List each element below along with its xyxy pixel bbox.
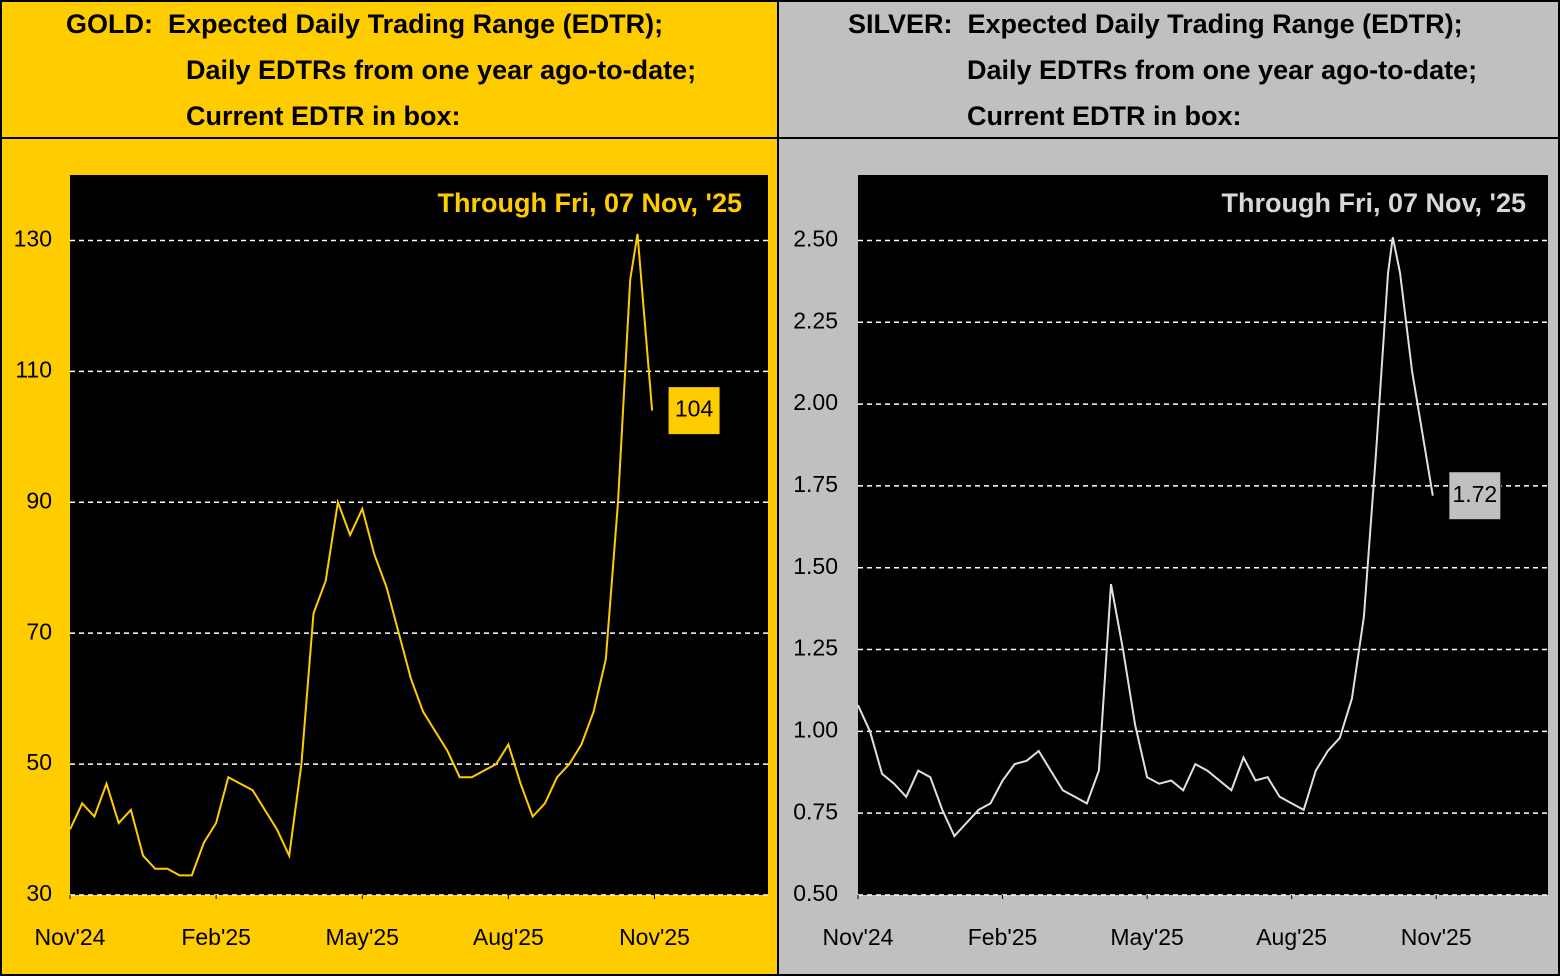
value-label: 104	[675, 396, 714, 422]
y-tick-label: 1.25	[793, 635, 838, 661]
y-tick-label: 110	[15, 356, 52, 382]
x-tick-label: Feb'25	[968, 924, 1038, 950]
series-line	[857, 237, 1434, 838]
x-tick-label: Aug'25	[1256, 924, 1327, 950]
x-tick-label: Aug'25	[473, 924, 544, 950]
plot-area	[858, 175, 1548, 895]
y-tick-label: 1.00	[793, 716, 838, 742]
x-tick-label: Feb'25	[181, 924, 251, 950]
y-tick-label: 2.00	[793, 389, 838, 415]
y-tick-label: 0.50	[793, 880, 838, 906]
chart-title: SILVER: Expected Daily Trading Range (ED…	[848, 9, 1463, 39]
value-box	[667, 386, 721, 436]
y-tick-label: 30	[26, 880, 52, 906]
chart-title: GOLD: Expected Daily Trading Range (EDTR…	[66, 9, 663, 39]
y-tick-label: 1.75	[793, 471, 838, 497]
x-tick-label: Nov'25	[619, 924, 690, 950]
y-tick-label: 0.75	[793, 798, 838, 824]
y-tick-label: 130	[14, 226, 52, 252]
series-line	[69, 233, 654, 877]
x-tick-label: Nov'24	[823, 924, 894, 950]
value-box	[1448, 471, 1502, 521]
x-tick-label: Nov'25	[1401, 924, 1472, 950]
y-tick-label: 90	[26, 487, 52, 513]
x-tick-label: May'25	[326, 924, 399, 950]
y-tick-label: 50	[26, 749, 52, 775]
value-label: 1.72	[1452, 481, 1497, 507]
x-tick-label: May'25	[1110, 924, 1183, 950]
plot-area	[70, 175, 768, 895]
y-tick-label: 2.25	[793, 307, 838, 333]
x-tick-label: Nov'24	[35, 924, 106, 950]
annotation: Through Fri, 07 Nov, '25	[1222, 188, 1526, 218]
chart-title: Daily EDTRs from one year ago-to-date;	[186, 55, 696, 85]
y-tick-label: 1.50	[793, 553, 838, 579]
chart-title: Daily EDTRs from one year ago-to-date;	[967, 55, 1477, 85]
annotation: Through Fri, 07 Nov, '25	[438, 188, 742, 218]
chart-title: Current EDTR in box:	[967, 101, 1242, 131]
y-tick-label: 70	[26, 618, 52, 644]
y-tick-label: 2.50	[793, 226, 838, 252]
chart-title: Current EDTR in box:	[186, 101, 461, 131]
